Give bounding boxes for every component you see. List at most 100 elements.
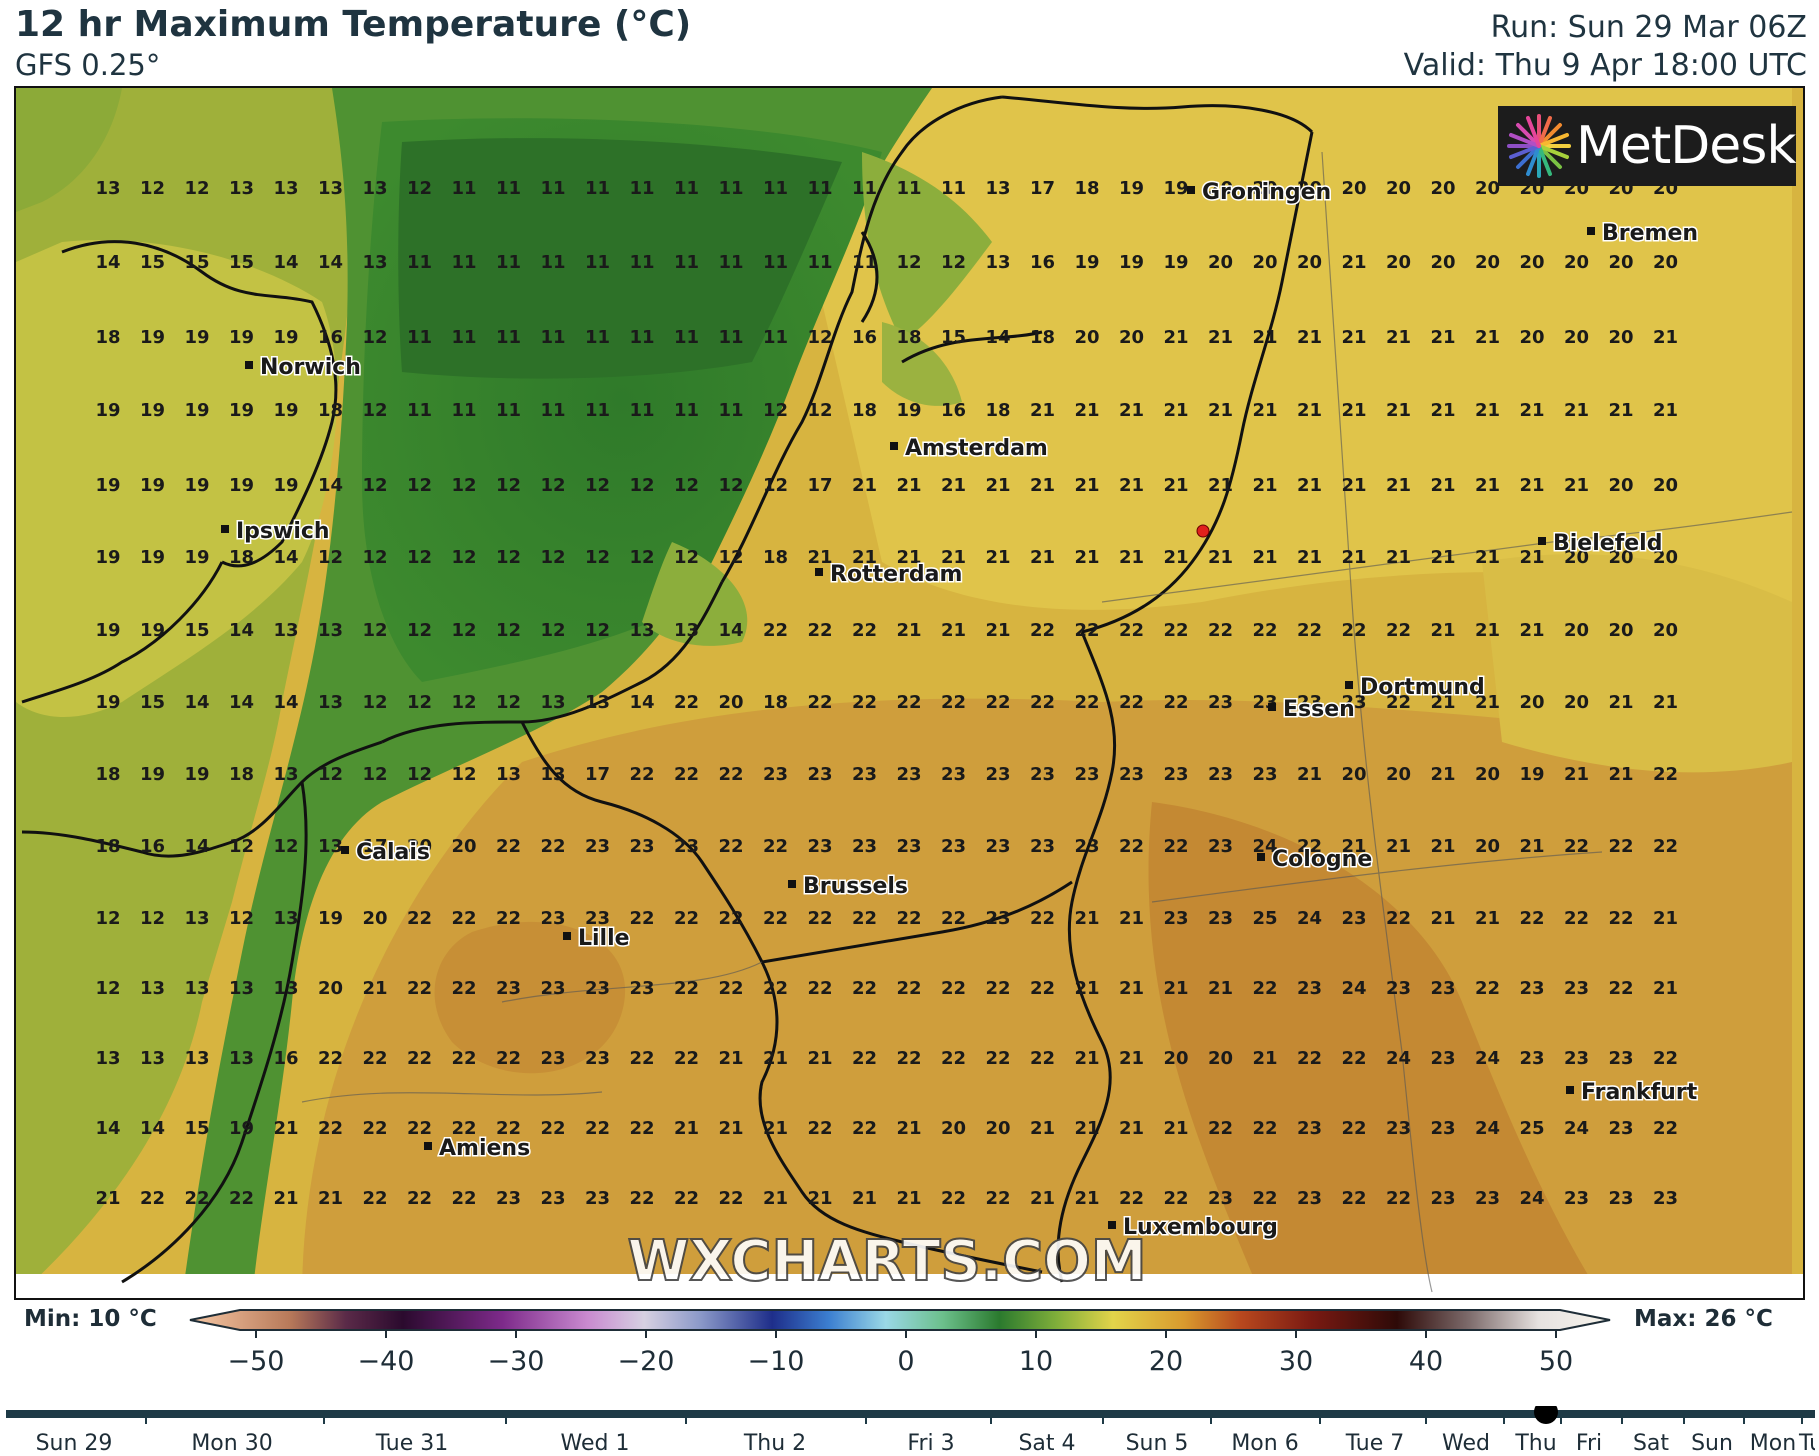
grid-temperature-value: 21 [1297,764,1322,785]
legend-tick-label: 10 [1019,1346,1053,1377]
grid-temperature-value: 22 [807,908,832,929]
grid-temperature-value: 14 [318,475,343,496]
selected-location-dot-icon[interactable] [1196,524,1210,538]
legend-tick-label: 30 [1279,1346,1313,1377]
grid-temperature-value: 11 [718,327,743,348]
city-marker: Lille [563,925,631,953]
grid-temperature-value: 11 [852,252,877,273]
run-label: Run: Sun 29 Mar 06Z [1490,10,1807,45]
timeline-day-label[interactable]: Sun 29 [36,1431,113,1456]
timeline-day-label[interactable]: Sat 4 [1018,1431,1075,1456]
city-dot-icon [245,361,253,369]
grid-temperature-value: 13 [184,908,209,929]
grid-temperature-value: 22 [540,836,565,857]
grid-temperature-value: 21 [852,475,877,496]
grid-temperature-value: 21 [1564,764,1589,785]
forecast-timeline[interactable]: Sun 29 Mon 30 Tue 31 Wed 1 Thu 2 Fri 3 Sat 4 Su… [6,1406,1815,1456]
timeline-day-label[interactable]: Fri 3 [907,1431,954,1456]
grid-temperature-value: 22 [1119,1188,1144,1209]
grid-temperature-value: 11 [674,327,699,348]
grid-temperature-value: 21 [718,1118,743,1139]
timeline-day-label[interactable]: Mon [1750,1431,1796,1456]
grid-temperature-value: 21 [1608,692,1633,713]
timeline-day-label[interactable]: Thu [1514,1431,1556,1456]
grid-temperature-value: 13 [95,178,120,199]
timeline-day-label[interactable]: Wed 1 [561,1431,630,1456]
grid-temperature-value: 12 [807,400,832,421]
grid-temperature-value: 13 [273,620,298,641]
grid-temperature-value: 23 [1030,764,1055,785]
grid-temperature-value: 23 [1297,978,1322,999]
timeline-day-label[interactable]: Fri [1576,1431,1602,1456]
grid-temperature-value: 22 [807,978,832,999]
grid-temperature-value: 22 [896,978,921,999]
grid-temperature-value: 22 [629,1118,654,1139]
grid-temperature-value: 21 [1475,400,1500,421]
legend-tick-label: 50 [1539,1346,1573,1377]
grid-temperature-value: 20 [1608,252,1633,273]
grid-temperature-value: 18 [852,400,877,421]
grid-temperature-value: 21 [896,1188,921,1209]
grid-temperature-value: 21 [896,475,921,496]
timeline-day-label[interactable]: Tu [1798,1431,1815,1456]
grid-temperature-value: 22 [674,978,699,999]
grid-temperature-value: 23 [1208,836,1233,857]
grid-temperature-value: 11 [407,252,432,273]
grid-temperature-value: 21 [763,1188,788,1209]
grid-temperature-value: 16 [273,1048,298,1069]
timeline-day-label[interactable]: Wed [1442,1431,1490,1456]
grid-temperature-value: 12 [540,547,565,568]
grid-temperature-value: 22 [718,836,743,857]
grid-temperature-value: 19 [1119,178,1144,199]
grid-temperature-value: 19 [273,475,298,496]
grid-temperature-value: 21 [1208,547,1233,568]
grid-temperature-value: 11 [540,178,565,199]
grid-temperature-value: 22 [1608,836,1633,857]
grid-temperature-value: 21 [807,1048,832,1069]
grid-temperature-value: 13 [985,178,1010,199]
grid-temperature-value: 13 [362,178,387,199]
grid-temperature-value: 11 [496,178,521,199]
city-marker: Norwich [245,354,362,382]
grid-temperature-value: 21 [1074,908,1099,929]
grid-temperature-value: 15 [184,252,209,273]
grid-temperature-value: 21 [1119,400,1144,421]
timeline-day-label[interactable]: Sun [1691,1431,1733,1456]
grid-temperature-value: 21 [1386,547,1411,568]
timeline-day-label[interactable]: Tue 31 [375,1431,449,1456]
grid-temperature-value: 22 [1163,620,1188,641]
grid-temperature-value: 21 [1564,400,1589,421]
timeline-day-label[interactable]: Sat [1633,1431,1669,1456]
current-time-marker[interactable] [1534,1406,1558,1424]
grid-temperature-value: 13 [229,1048,254,1069]
grid-temperature-value: 22 [1386,620,1411,641]
grid-temperature-value: 22 [1119,692,1144,713]
grid-temperature-value: 19 [140,327,165,348]
grid-temperature-value: 21 [1519,475,1544,496]
grid-temperature-value: 19 [184,400,209,421]
grid-temperature-value: 12 [229,908,254,929]
grid-temperature-value: 22 [1030,692,1055,713]
timeline-day-label[interactable]: Thu 2 [743,1431,806,1456]
grid-temperature-value: 21 [1430,327,1455,348]
grid-temperature-value: 23 [985,836,1010,857]
timeline-day-label[interactable]: Tue 7 [1345,1431,1405,1456]
grid-temperature-value: 18 [985,400,1010,421]
grid-temperature-value: 18 [318,400,343,421]
timeline-day-label[interactable]: Mon 6 [1231,1431,1298,1456]
grid-temperature-value: 21 [1030,1188,1055,1209]
city-label: Norwich [260,355,361,380]
timeline-day-label[interactable]: Sun 5 [1126,1431,1189,1456]
grid-temperature-value: 14 [95,1118,120,1139]
grid-temperature-value: 11 [852,178,877,199]
grid-temperature-value: 13 [540,692,565,713]
grid-temperature-value: 20 [1564,547,1589,568]
city-marker: Amiens [424,1135,532,1163]
grid-temperature-value: 13 [362,252,387,273]
city-marker: Groningen [1187,179,1333,207]
grid-temperature-value: 21 [1653,978,1678,999]
city-marker: Essen [1268,696,1356,724]
timeline-day-label[interactable]: Mon 30 [191,1431,272,1456]
city-dot-icon [1566,1086,1574,1094]
grid-temperature-value: 21 [1074,1118,1099,1139]
